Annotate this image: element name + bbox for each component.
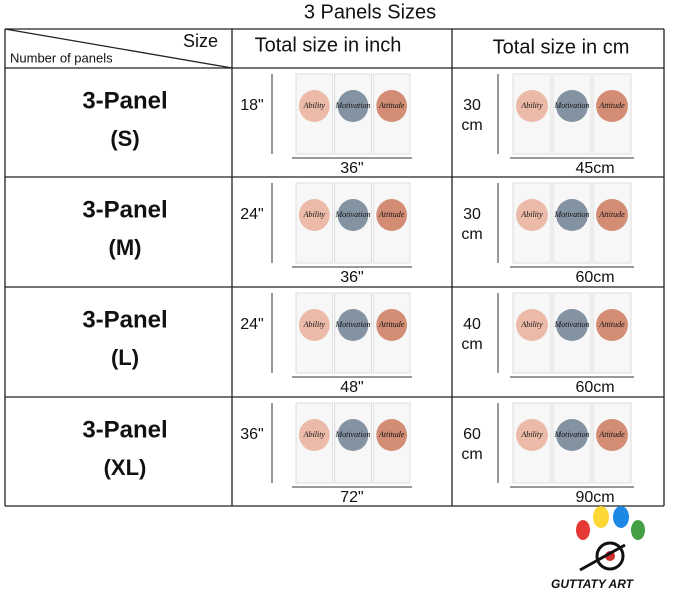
inch-width: 48" xyxy=(340,379,363,396)
header-cm: Total size in cm xyxy=(493,36,630,58)
inch-height: 24" xyxy=(240,316,263,333)
art-blot xyxy=(556,199,588,231)
art-blot xyxy=(376,419,408,451)
cm-width: 45cm xyxy=(575,160,614,177)
art-blot xyxy=(337,419,369,451)
header-panels: Number of panels xyxy=(10,50,113,65)
row-name: 3-Panel xyxy=(82,306,167,333)
inch-width: 72" xyxy=(340,489,363,506)
row-size: (L) xyxy=(111,345,139,370)
art-word: Attitude xyxy=(378,101,405,110)
logo-drop xyxy=(576,520,590,540)
row-size: (S) xyxy=(110,126,139,151)
art-word: Attitude xyxy=(378,210,405,219)
art-word: Ability xyxy=(520,210,543,219)
cm-width: 90cm xyxy=(575,489,614,506)
art-blot xyxy=(516,90,548,122)
cm-height: 60 xyxy=(463,426,481,443)
art-word: Attitude xyxy=(598,101,625,110)
art-word: Attitude xyxy=(378,430,405,439)
art-word: Ability xyxy=(520,430,543,439)
art-blot xyxy=(596,199,628,231)
art-blot xyxy=(376,90,408,122)
art-blot xyxy=(298,199,330,231)
art-blot xyxy=(337,309,369,341)
logo-drop xyxy=(593,506,609,528)
art-word: Ability xyxy=(303,320,326,329)
art-word: Motivation xyxy=(334,210,370,219)
cm-unit: cm xyxy=(461,117,482,134)
inch-width: 36" xyxy=(340,160,363,177)
inch-height: 36" xyxy=(240,426,263,443)
art-word: Ability xyxy=(303,210,326,219)
art-word: Motivation xyxy=(553,210,589,219)
art-word: Motivation xyxy=(553,320,589,329)
art-blot xyxy=(556,419,588,451)
art-blot xyxy=(376,309,408,341)
logo-drop xyxy=(613,506,629,528)
header-inch: Total size in inch xyxy=(255,34,402,56)
art-word: Motivation xyxy=(553,430,589,439)
art-word: Attitude xyxy=(378,320,405,329)
art-word: Motivation xyxy=(334,430,370,439)
logo: GUTTATY ART xyxy=(551,506,645,591)
logo-text: GUTTATY ART xyxy=(551,577,635,591)
inch-width: 36" xyxy=(340,269,363,286)
row-name: 3-Panel xyxy=(82,416,167,443)
logo-drop xyxy=(631,520,645,540)
art-blot xyxy=(596,309,628,341)
inch-height: 18" xyxy=(240,97,263,114)
art-blot xyxy=(596,419,628,451)
art-word: Motivation xyxy=(334,320,370,329)
row-name: 3-Panel xyxy=(82,87,167,114)
art-blot xyxy=(298,309,330,341)
art-word: Ability xyxy=(520,320,543,329)
art-word: Motivation xyxy=(334,101,370,110)
cm-unit: cm xyxy=(461,446,482,463)
art-blot xyxy=(516,199,548,231)
cm-height: 30 xyxy=(463,97,481,114)
art-word: Attitude xyxy=(598,430,625,439)
cm-width: 60cm xyxy=(575,269,614,286)
art-blot xyxy=(298,419,330,451)
art-word: Ability xyxy=(520,101,543,110)
art-word: Ability xyxy=(303,430,326,439)
row-size: (XL) xyxy=(104,455,147,480)
cm-height: 30 xyxy=(463,206,481,223)
art-blot xyxy=(556,90,588,122)
cm-width: 60cm xyxy=(575,379,614,396)
cm-unit: cm xyxy=(461,226,482,243)
art-blot xyxy=(516,309,548,341)
row-name: 3-Panel xyxy=(82,196,167,223)
cm-height: 40 xyxy=(463,316,481,333)
title: 3 Panels Sizes xyxy=(304,1,436,23)
art-word: Attitude xyxy=(598,320,625,329)
diagonal xyxy=(4,28,233,69)
row-size: (M) xyxy=(109,235,142,260)
art-blot xyxy=(376,199,408,231)
header-size: Size xyxy=(183,31,218,51)
art-word: Ability xyxy=(303,101,326,110)
art-word: Motivation xyxy=(553,101,589,110)
art-blot xyxy=(596,90,628,122)
art-blot xyxy=(556,309,588,341)
logo-brush xyxy=(579,543,626,572)
art-word: Attitude xyxy=(598,210,625,219)
cm-unit: cm xyxy=(461,336,482,353)
art-blot xyxy=(516,419,548,451)
inch-height: 24" xyxy=(240,206,263,223)
art-blot xyxy=(337,199,369,231)
art-blot xyxy=(337,90,369,122)
art-blot xyxy=(298,90,330,122)
